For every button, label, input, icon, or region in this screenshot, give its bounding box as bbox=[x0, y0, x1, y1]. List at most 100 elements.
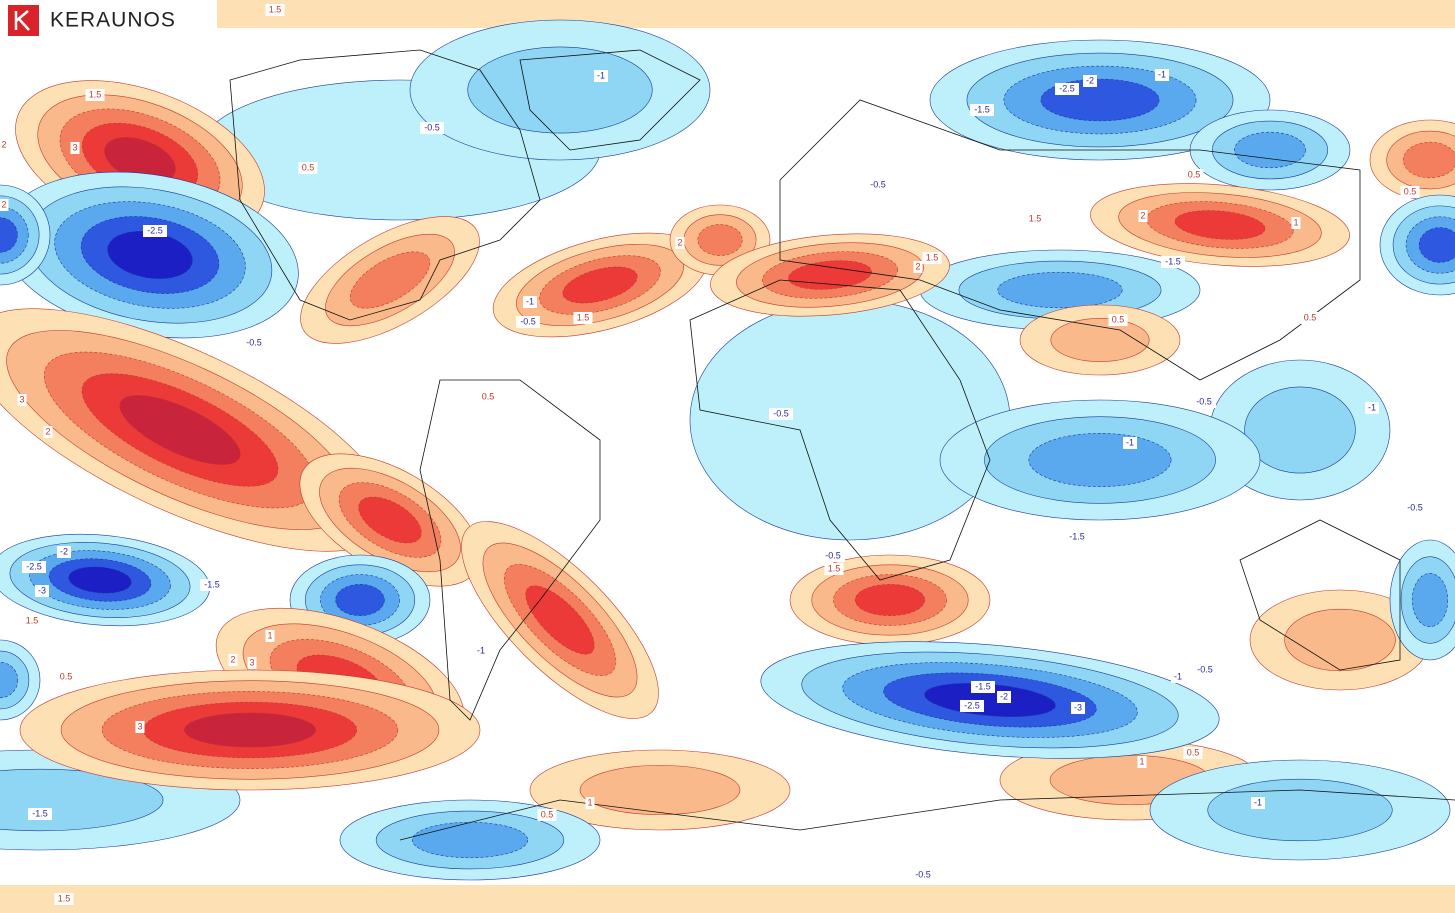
contour-label: 0.5 bbox=[1112, 314, 1125, 324]
anomaly-area bbox=[107, 230, 193, 280]
contour-label-box bbox=[1025, 213, 1045, 225]
contour-label-box bbox=[1291, 217, 1301, 229]
contour-label: 1.5 bbox=[26, 615, 39, 625]
contour-label: -2.5 bbox=[147, 225, 163, 235]
contour-label-box bbox=[1138, 210, 1148, 222]
anomaly-area bbox=[1234, 131, 1306, 169]
contour-label-box bbox=[17, 394, 27, 406]
contour-label-box bbox=[1300, 312, 1320, 324]
anomaly-area bbox=[411, 821, 529, 859]
australia-outline bbox=[1239, 519, 1401, 671]
contour-labels: 1.5 1.5 3 2 2 -2.5 0.5 -0.5 -1 -2.5 -2 -1 -1.5 -0.5 0.… bbox=[0, 4, 1427, 905]
contour-label-box bbox=[824, 563, 844, 575]
contour-label-box bbox=[1183, 747, 1203, 759]
anomaly-area bbox=[349, 251, 431, 309]
contour-label-box bbox=[43, 426, 53, 438]
contour-label-box bbox=[1083, 75, 1097, 87]
contour-label: 1.5 bbox=[828, 563, 841, 573]
contour-label-box bbox=[913, 261, 923, 273]
contour-label-box bbox=[1171, 671, 1185, 683]
contour-label-box bbox=[54, 893, 74, 905]
contour-label: 2 bbox=[915, 261, 920, 271]
contour-label: 0.5 bbox=[1188, 169, 1201, 179]
contour-label: 2 bbox=[677, 237, 682, 247]
contour-label: -1 bbox=[526, 296, 534, 306]
contour-label-box bbox=[1184, 169, 1204, 181]
contour-label-box bbox=[769, 408, 793, 420]
contour-label-box bbox=[0, 199, 9, 211]
contour-label: -0.5 bbox=[424, 122, 440, 132]
contour-label: -0.5 bbox=[246, 337, 262, 347]
contour-label-box bbox=[70, 142, 80, 154]
contour-label-box bbox=[971, 681, 995, 693]
contour-label: 3 bbox=[19, 394, 24, 404]
contour-label-box bbox=[22, 561, 46, 573]
contour-label: -0.5 bbox=[1197, 664, 1213, 674]
contour-label-box bbox=[242, 337, 266, 349]
contour-label: 2 bbox=[45, 426, 50, 436]
contour-label: 0.5 bbox=[1304, 312, 1317, 322]
contour-label: -2.5 bbox=[964, 700, 980, 710]
contour-label-box bbox=[1123, 437, 1137, 449]
anomaly-area bbox=[1028, 433, 1172, 487]
anomaly-area bbox=[335, 584, 385, 616]
contour-label: -0.5 bbox=[915, 869, 931, 879]
contour-label-box bbox=[1065, 531, 1089, 543]
contour-label-box bbox=[22, 615, 42, 627]
contour-label-box bbox=[1071, 702, 1085, 714]
logo-text: KERAUNOS bbox=[50, 9, 176, 32]
contour-label: -0.5 bbox=[773, 408, 789, 418]
contour-label-box bbox=[265, 630, 275, 642]
contour-label-box bbox=[28, 808, 52, 820]
contour-label: -1 bbox=[1126, 437, 1134, 447]
contour-label-box bbox=[1137, 756, 1147, 768]
contour-label-box bbox=[911, 869, 935, 881]
contour-label: -1.5 bbox=[1165, 256, 1181, 266]
anomaly-area bbox=[0, 217, 18, 253]
contour-label-box bbox=[478, 391, 498, 403]
anomaly-area bbox=[119, 395, 241, 465]
anomaly-area bbox=[1050, 318, 1150, 362]
anomaly-area bbox=[854, 584, 926, 616]
contour-label: -0.5 bbox=[520, 316, 536, 326]
contour-label: -1.5 bbox=[32, 808, 48, 818]
anomaly-area bbox=[1284, 608, 1396, 672]
contour-label: -2 bbox=[60, 546, 68, 556]
contour-label-box bbox=[0, 139, 9, 151]
contour-label: -0.5 bbox=[870, 179, 886, 189]
contour-label: 3 bbox=[72, 142, 77, 152]
contour-label: 1 bbox=[267, 630, 272, 640]
contour-label-box bbox=[1365, 402, 1379, 414]
contour-label-box bbox=[997, 691, 1011, 703]
contour-label-box bbox=[1155, 69, 1169, 81]
north-america-outline bbox=[229, 49, 541, 321]
anomaly-area bbox=[68, 566, 132, 594]
contour-label: 0.5 bbox=[482, 391, 495, 401]
contour-label: 1 bbox=[587, 797, 592, 807]
contour-label-box bbox=[1108, 314, 1128, 326]
contour-label: -1 bbox=[1158, 69, 1166, 79]
contour-label: 1.5 bbox=[1029, 213, 1042, 223]
anomaly-area bbox=[1418, 227, 1455, 263]
anomaly-area bbox=[697, 224, 743, 256]
contour-label-box bbox=[1400, 186, 1420, 198]
contour-label-box bbox=[474, 645, 488, 657]
anomaly-area bbox=[1403, 141, 1455, 179]
anomaly-area bbox=[689, 299, 1011, 541]
contour-label: -1.5 bbox=[975, 681, 991, 691]
contour-label-box bbox=[970, 104, 994, 116]
contour-label: -1 bbox=[1174, 671, 1182, 681]
contour-label: 3 bbox=[249, 657, 254, 667]
logo-glyph bbox=[14, 10, 30, 31]
contour-label-box bbox=[516, 316, 540, 328]
contour-label: 1 bbox=[1139, 756, 1144, 766]
contour-label-box bbox=[265, 4, 285, 16]
contour-label: -1 bbox=[597, 70, 605, 80]
contour-label: -0.5 bbox=[825, 550, 841, 560]
anomaly-area bbox=[358, 496, 422, 544]
anomaly-area bbox=[1411, 573, 1449, 627]
contour-label-box bbox=[200, 579, 224, 591]
contour-label-box bbox=[1251, 797, 1265, 809]
